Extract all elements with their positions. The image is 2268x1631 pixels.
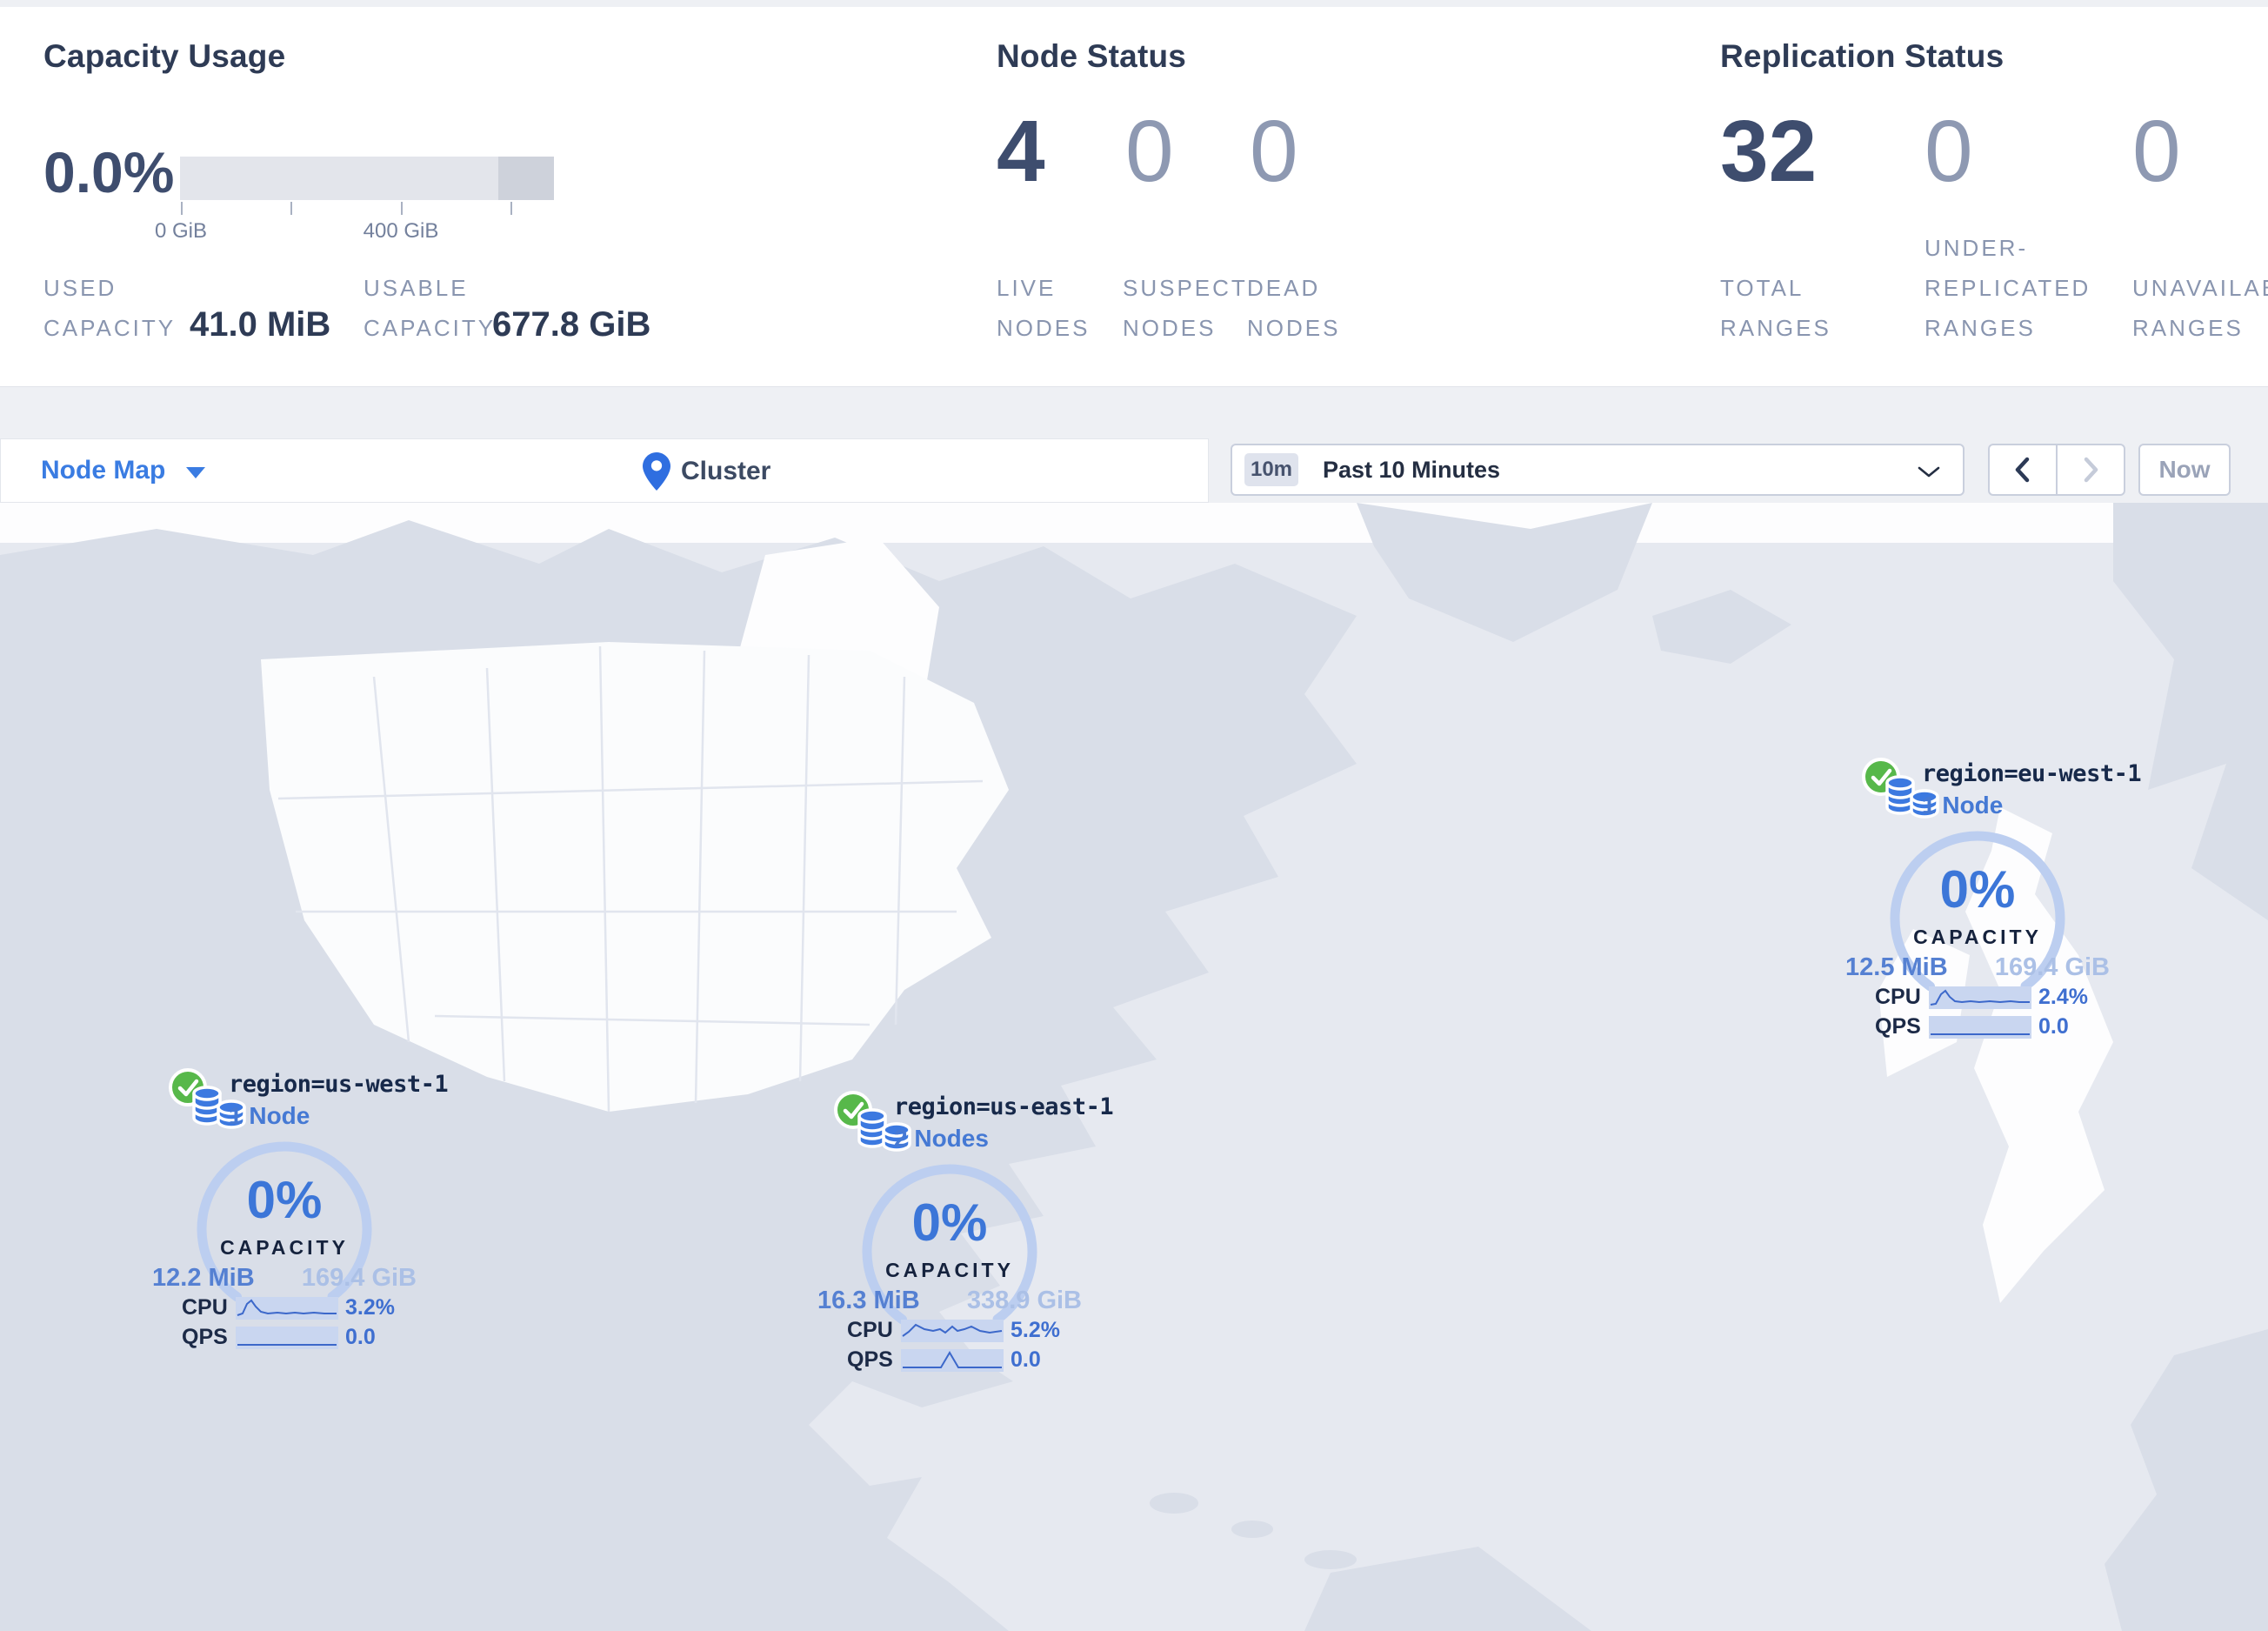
database-icon — [1885, 775, 1939, 819]
cpu-sparkline — [1929, 986, 2031, 1009]
axis-tick-label-0: 0 GiB — [154, 219, 208, 243]
region-marker-eu-west-1[interactable]: region=eu-west-1 1 Node 0% CAPACITY 12.5… — [1830, 757, 2142, 1131]
database-icon — [857, 1108, 911, 1152]
qps-sparkline — [236, 1326, 338, 1349]
under-replicated-value: 0 — [1924, 103, 1973, 200]
qps-value: 0.0 — [345, 1325, 376, 1349]
region-marker-us-west-1[interactable]: region=us-west-1 1 Node 0% CAPACITY 12.2… — [137, 1067, 449, 1441]
cpu-sparkline — [236, 1296, 338, 1320]
replication-status-title: Replication Status — [1720, 38, 2005, 74]
map-toolbar: Node Map Cluster — [0, 438, 1209, 503]
node-count-link[interactable]: 1 Node — [1922, 792, 2004, 819]
chevron-down-icon — [1918, 466, 1940, 478]
under-replicated-label: UNDER-REPLICATED RANGES — [1924, 235, 2091, 341]
capacity-percent: 0% — [246, 1171, 323, 1229]
unavailable-ranges-label: UNAVAILABLE RANGES — [2132, 275, 2268, 341]
capacity-bar-dark-segment — [498, 157, 554, 200]
usable-capacity-value: 677.8 GiB — [492, 305, 651, 344]
cpu-label: CPU — [182, 1295, 228, 1320]
region-label: region=us-west-1 — [229, 1071, 449, 1098]
capacity-usage-title: Capacity Usage — [43, 38, 286, 74]
cpu-value: 3.2% — [345, 1295, 395, 1320]
step-forward-button[interactable] — [2058, 445, 2124, 494]
qps-label: QPS — [847, 1347, 893, 1372]
view-selector-label: Node Map — [41, 456, 166, 485]
axis-tick-label-400: 400 GiB — [363, 219, 439, 243]
chevron-left-icon — [2015, 457, 2030, 483]
capacity-total-value: 169.4 GiB — [301, 1264, 417, 1292]
world-map — [0, 503, 2268, 1631]
capacity-bar — [180, 157, 554, 200]
dead-nodes-label: DEAD NODES — [1247, 275, 1341, 341]
node-status-title: Node Status — [997, 38, 1187, 74]
map-pin-icon — [643, 452, 670, 491]
now-button[interactable]: Now — [2138, 444, 2231, 496]
node-count-link[interactable]: 2 Nodes — [894, 1125, 989, 1152]
time-range-dropdown[interactable]: 10m Past 10 Minutes — [1231, 444, 1964, 496]
axis-tick — [181, 202, 183, 215]
time-range-label: Past 10 Minutes — [1323, 456, 1501, 483]
dead-nodes-value: 0 — [1250, 103, 1298, 200]
axis-tick — [290, 202, 292, 215]
state-borders — [277, 645, 984, 1113]
view-selector-dropdown[interactable]: Node Map — [41, 456, 206, 485]
region-label: region=eu-west-1 — [1922, 760, 2142, 787]
step-back-button[interactable] — [1990, 445, 2058, 494]
axis-tick — [401, 202, 403, 215]
capacity-total-value: 338.9 GiB — [966, 1287, 1082, 1314]
world-map-svg — [0, 503, 2268, 1631]
qps-label: QPS — [1875, 1014, 1921, 1039]
live-nodes-value: 4 — [997, 103, 1045, 200]
suspect-nodes-label: SUSPECT NODES — [1123, 275, 1248, 341]
chevron-right-icon — [2084, 457, 2098, 483]
cpu-sparkline — [901, 1319, 1004, 1342]
qps-value: 0.0 — [2038, 1014, 2069, 1039]
caret-down-icon — [186, 466, 206, 478]
time-range-badge: 10m — [1244, 453, 1298, 486]
usable-capacity-label: USABLE CAPACITY — [364, 275, 497, 341]
live-nodes-label: LIVE NODES — [997, 275, 1091, 341]
total-ranges-label: TOTAL RANGES — [1720, 275, 1831, 341]
cluster-summary-panel: Capacity Usage 0.0% 0 GiB 400 GiB USED C… — [0, 7, 2268, 387]
unavailable-ranges-value: 0 — [2132, 103, 2181, 200]
suspect-nodes-value: 0 — [1125, 103, 1174, 200]
total-ranges-value: 32 — [1720, 103, 1818, 200]
capacity-total-value: 169.4 GiB — [1994, 953, 2110, 981]
capacity-percent: 0% — [911, 1193, 988, 1252]
region-marker-us-east-1[interactable]: region=us-east-1 2 Nodes 0% CAPACITY 16.… — [802, 1090, 1114, 1464]
capacity-label: CAPACITY — [1913, 926, 2042, 948]
axis-tick — [510, 202, 512, 215]
cpu-value: 5.2% — [1011, 1318, 1060, 1342]
qps-value: 0.0 — [1011, 1347, 1041, 1372]
used-capacity-value: 41.0 MiB — [190, 305, 331, 344]
region-label: region=us-east-1 — [894, 1093, 1114, 1120]
capacity-used-value: 12.2 MiB — [152, 1264, 255, 1292]
capacity-usage-section: Capacity Usage 0.0% 0 GiB 400 GiB USED C… — [43, 7, 965, 386]
cpu-value: 2.4% — [2038, 985, 2088, 1009]
capacity-label: CAPACITY — [220, 1236, 349, 1259]
breadcrumb[interactable]: Cluster — [643, 439, 770, 504]
capacity-used-value: 16.3 MiB — [817, 1287, 920, 1314]
used-capacity-label: USED CAPACITY — [43, 275, 177, 341]
capacity-label: CAPACITY — [885, 1259, 1014, 1281]
qps-sparkline — [1929, 1015, 2031, 1039]
cpu-label: CPU — [1875, 985, 1921, 1009]
database-icon — [192, 1086, 246, 1129]
breadcrumb-label: Cluster — [681, 457, 771, 485]
time-step-controls — [1988, 444, 2125, 496]
capacity-details-row: USED CAPACITY 41.0 MiB USABLE CAPACITY 6… — [43, 216, 965, 348]
capacity-used-value: 12.5 MiB — [1845, 953, 1948, 981]
capacity-percent: 0% — [1939, 860, 2016, 919]
node-status-section: Node Status 4 0 0 LIVE NODES SUSPECT NOD… — [997, 7, 1658, 386]
replication-status-section: Replication Status 32 0 0 TOTAL RANGES U… — [1720, 7, 2268, 386]
qps-label: QPS — [182, 1325, 228, 1349]
cpu-label: CPU — [847, 1318, 893, 1342]
qps-sparkline — [901, 1348, 1004, 1372]
node-count-link[interactable]: 1 Node — [229, 1102, 310, 1129]
capacity-percent: 0.0% — [43, 140, 175, 204]
